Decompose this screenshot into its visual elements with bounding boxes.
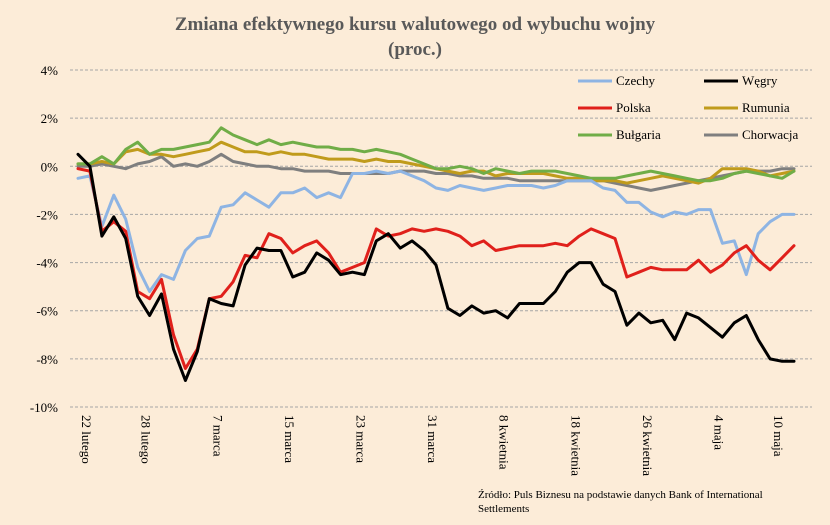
x-tick-label: 31 marca bbox=[425, 415, 440, 463]
series-lines bbox=[76, 126, 796, 382]
legend-label: Chorwacja bbox=[742, 127, 799, 142]
x-tick-label: 23 marca bbox=[353, 415, 368, 463]
y-tick-label: -8% bbox=[36, 352, 58, 367]
x-tick-label: 15 marca bbox=[282, 415, 297, 463]
x-tick-label: 18 kwietnia bbox=[568, 415, 583, 476]
chart-title: Zmiana efektywnego kursu walutowego od w… bbox=[174, 14, 656, 35]
y-tick-label: -6% bbox=[36, 304, 58, 319]
y-tick-label: 0% bbox=[41, 159, 59, 174]
legend: Czechy Węgry Polska Rumunia Bułgaria Chorwacj… bbox=[578, 73, 799, 142]
x-tick-label: 4 maja bbox=[711, 415, 726, 450]
legend-label: Polska bbox=[616, 100, 651, 115]
series-line bbox=[76, 152, 796, 192]
y-axis: 4% 2% 0% -2% -4% -6% -8% -10% bbox=[30, 63, 58, 415]
legend-label: Węgry bbox=[742, 73, 778, 88]
series-line bbox=[76, 152, 796, 382]
y-tick-label: 2% bbox=[41, 111, 59, 126]
y-tick-label: 4% bbox=[41, 63, 59, 78]
chart-subtitle: (proc.) bbox=[388, 39, 442, 60]
x-tick-label: 8 kwietnia bbox=[497, 415, 512, 470]
source-note: Źródło: Puls Biznesu na podstawie danych… bbox=[478, 489, 763, 515]
legend-label: Rumunia bbox=[742, 100, 790, 115]
y-tick-label: -4% bbox=[36, 256, 58, 271]
gridlines bbox=[70, 69, 812, 408]
x-tick-label: 10 maja bbox=[771, 415, 786, 457]
legend-label: Bułgaria bbox=[616, 127, 661, 142]
x-tick-label: 26 kwietnia bbox=[640, 415, 655, 476]
x-tick-label: 7 marca bbox=[210, 415, 225, 457]
x-tick-label: 22 lutego bbox=[79, 415, 94, 464]
x-tick-label: 28 lutego bbox=[139, 415, 154, 464]
x-axis: 22 lutego 28 lutego 7 marca 15 marca 23 marc… bbox=[79, 415, 786, 476]
legend-label: Czechy bbox=[616, 73, 655, 88]
y-tick-label: -10% bbox=[30, 400, 58, 415]
series-line bbox=[76, 126, 796, 183]
series-line bbox=[76, 169, 796, 293]
y-tick-label: -2% bbox=[36, 207, 58, 222]
